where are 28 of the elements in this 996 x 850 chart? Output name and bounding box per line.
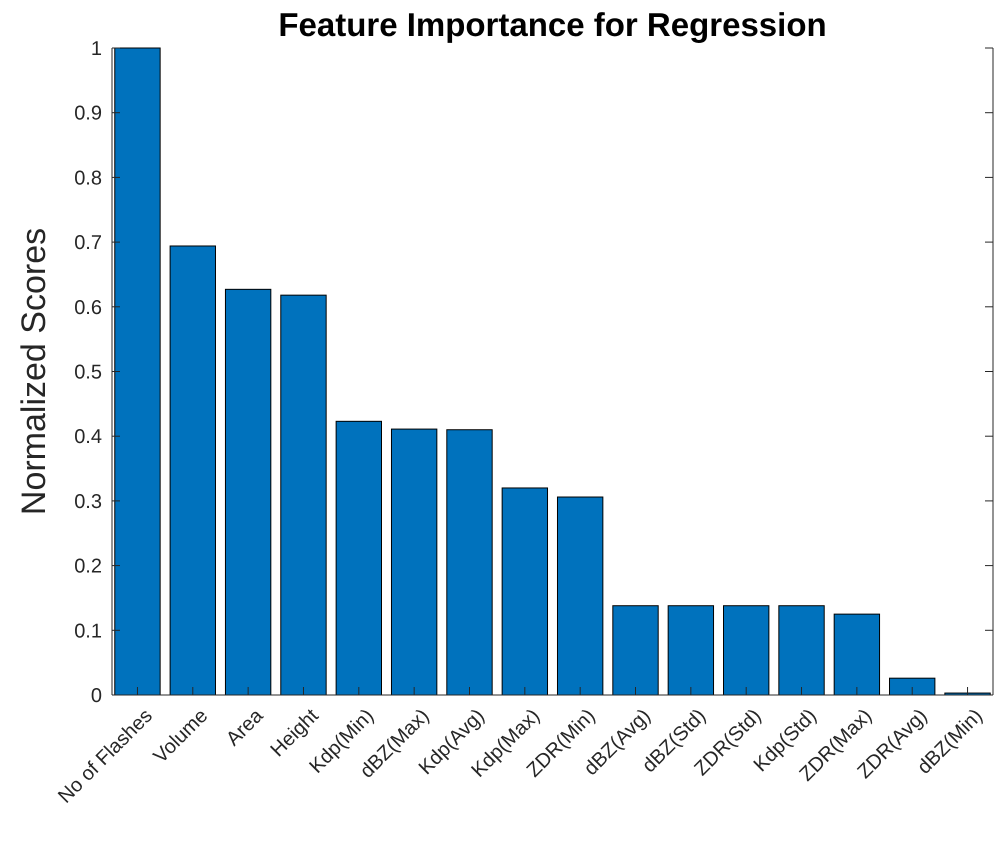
y-tick-label: 1: [90, 38, 102, 60]
bar: [889, 678, 936, 696]
bar: [280, 294, 327, 696]
bar: [668, 605, 714, 696]
bar: [224, 288, 272, 696]
y-tick-label: 0.3: [74, 490, 102, 513]
bar: [834, 614, 880, 696]
y-tick-label: 0.1: [74, 620, 102, 642]
bar: [170, 245, 216, 696]
bar: [778, 605, 825, 696]
y-tick-label: 0.2: [74, 556, 102, 578]
y-tick-label: 0.6: [74, 296, 102, 319]
bar: [446, 429, 493, 696]
bar: [723, 605, 770, 696]
y-tick-label: 0.5: [74, 362, 102, 384]
bar: [114, 48, 161, 696]
y-tick-label: 0.9: [74, 102, 102, 125]
y-tick-label: 0.7: [74, 232, 102, 254]
bar: [502, 487, 548, 696]
y-tick-label: 0: [90, 685, 102, 707]
bar: [556, 496, 604, 696]
y-axis-title: Normalized Scores: [15, 228, 53, 516]
bar: [336, 420, 382, 696]
y-tick-label: 0.4: [74, 426, 102, 448]
y-tick-label: 0.8: [74, 167, 102, 190]
bar: [390, 428, 438, 696]
bar: [612, 605, 659, 696]
chart-title: Feature Importance for Regression: [278, 6, 827, 43]
